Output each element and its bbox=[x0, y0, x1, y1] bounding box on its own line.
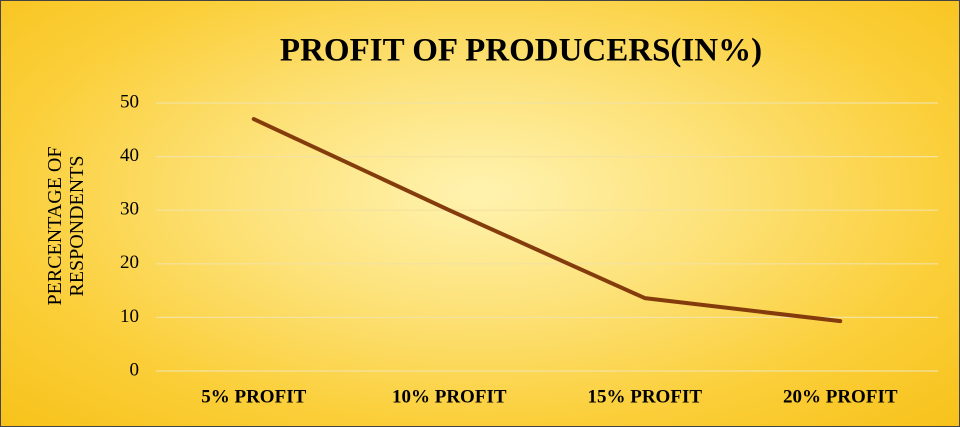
y-tick-label: 50 bbox=[120, 91, 139, 112]
chart-title: PROFIT OF PRODUCERS(IN%) bbox=[280, 33, 762, 69]
x-tick-label: 15% PROFIT bbox=[587, 386, 702, 407]
y-tick-label: 40 bbox=[120, 145, 139, 166]
y-tick-label: 0 bbox=[130, 359, 140, 380]
y-axis-label: PERCENTAGE OF RESPONDENTS bbox=[44, 146, 88, 306]
y-tick-label: 20 bbox=[120, 252, 139, 273]
y-tick-label: 30 bbox=[120, 199, 139, 220]
x-tick-label: 5% PROFIT bbox=[201, 386, 306, 407]
x-tick-label: 10% PROFIT bbox=[392, 386, 507, 407]
line bbox=[251, 117, 843, 324]
x-tick-label: 20% PROFIT bbox=[783, 386, 898, 407]
y-tick-label: 10 bbox=[120, 306, 139, 327]
